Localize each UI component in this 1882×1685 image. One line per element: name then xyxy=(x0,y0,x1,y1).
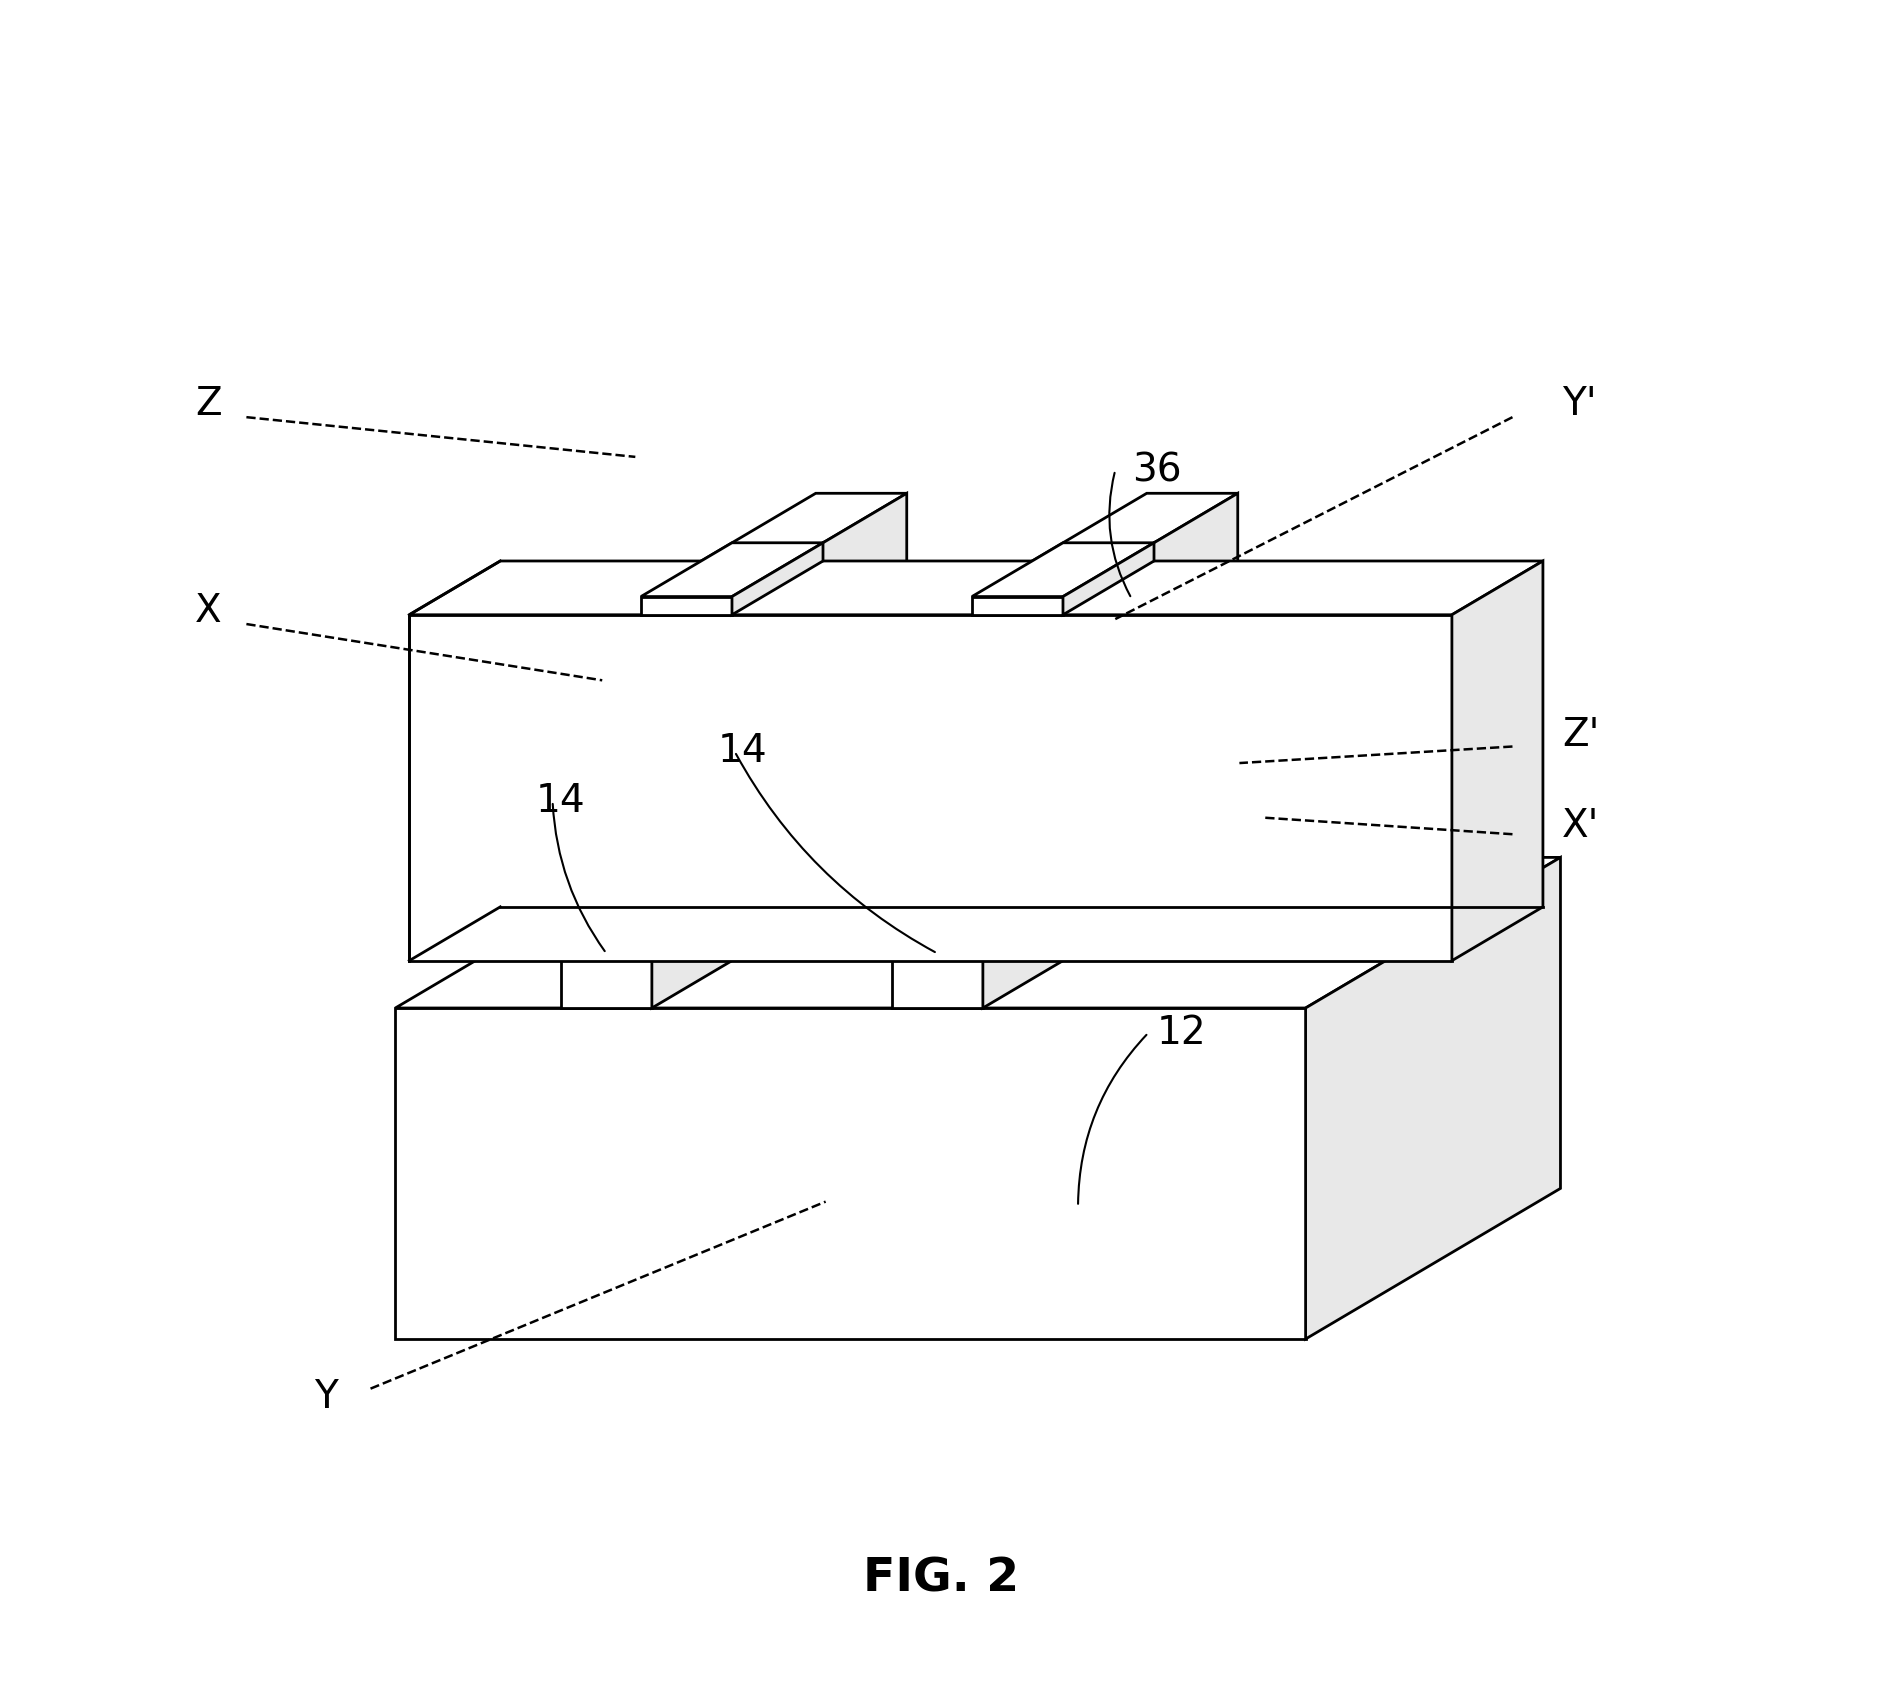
Polygon shape xyxy=(408,615,1451,960)
Text: Y': Y' xyxy=(1562,384,1596,423)
Polygon shape xyxy=(971,596,1063,615)
Polygon shape xyxy=(561,494,907,644)
Polygon shape xyxy=(971,543,1154,596)
Text: 12: 12 xyxy=(1156,1014,1206,1051)
Polygon shape xyxy=(395,858,1560,1008)
Polygon shape xyxy=(640,596,732,615)
Text: Y: Y xyxy=(314,1378,337,1415)
Polygon shape xyxy=(892,494,1236,644)
Text: 14: 14 xyxy=(717,733,768,770)
Text: X: X xyxy=(196,591,222,630)
Polygon shape xyxy=(651,494,907,1008)
Text: 14: 14 xyxy=(536,782,585,821)
Text: Z: Z xyxy=(196,384,222,423)
Polygon shape xyxy=(1304,858,1560,1340)
Polygon shape xyxy=(1451,561,1541,960)
Polygon shape xyxy=(1063,543,1154,615)
Text: FIG. 2: FIG. 2 xyxy=(864,1557,1018,1601)
Polygon shape xyxy=(408,561,1541,615)
Text: Z': Z' xyxy=(1562,716,1598,753)
Text: 36: 36 xyxy=(1131,452,1180,489)
Polygon shape xyxy=(892,644,982,1008)
Polygon shape xyxy=(982,494,1236,1008)
Text: X': X' xyxy=(1562,807,1598,844)
Polygon shape xyxy=(732,543,822,615)
Polygon shape xyxy=(640,543,822,596)
Polygon shape xyxy=(561,644,651,1008)
Polygon shape xyxy=(395,1008,1304,1340)
